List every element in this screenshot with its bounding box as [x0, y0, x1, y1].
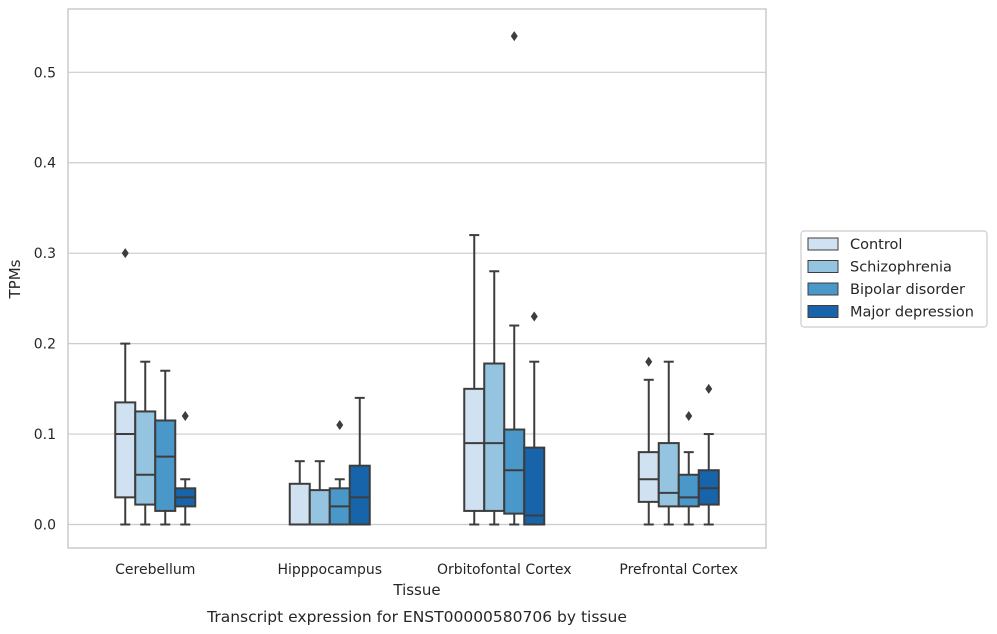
- legend-label: Bipolar disorder: [850, 282, 965, 298]
- box-body: [483, 362, 506, 512]
- box: [657, 360, 680, 526]
- y-tick-label: 0.5: [34, 65, 56, 81]
- outlier-point: [336, 420, 344, 431]
- outlier-point: [685, 410, 693, 421]
- x-tick-label: Prefrontal Cortex: [619, 562, 738, 578]
- box: [328, 420, 351, 526]
- x-axis-label: Tissue: [392, 581, 440, 599]
- box-body: [154, 419, 177, 512]
- y-tick-label: 0.1: [34, 427, 56, 443]
- box: [677, 410, 700, 526]
- x-tick-label: Orbitofontal Cortex: [437, 562, 572, 578]
- x-axis-ticks: Cerebellum Hipppocampus Orbitofontal Corte…: [115, 562, 738, 578]
- legend-item: Schizophrenia: [807, 260, 952, 276]
- legend-item: Control: [807, 237, 902, 253]
- legend-swatch: [807, 305, 839, 318]
- box-body: [463, 387, 486, 512]
- box: [637, 356, 660, 526]
- box: [114, 248, 137, 526]
- box-body: [677, 473, 700, 508]
- x-tick-label: Hipppocampus: [277, 562, 382, 578]
- legend-swatch: [807, 260, 839, 273]
- legend-item: Major depression: [807, 305, 974, 321]
- series-major-depression: [174, 311, 720, 526]
- outlier-point: [121, 248, 129, 259]
- legend-label: Control: [850, 237, 902, 253]
- box: [463, 234, 486, 526]
- box: [697, 383, 720, 526]
- box: [134, 360, 157, 526]
- y-tick-label: 0.2: [34, 337, 56, 353]
- box-body: [114, 401, 137, 499]
- box: [288, 460, 311, 526]
- legend-item: Bipolar disorder: [807, 282, 965, 298]
- y-tick-label: 0.4: [34, 156, 56, 172]
- x-tick-label: Cerebellum: [115, 562, 195, 578]
- legend-label: Schizophrenia: [850, 260, 952, 276]
- box: [523, 311, 546, 526]
- plot-frame: [67, 8, 767, 549]
- legend-label: Major depression: [850, 305, 974, 321]
- outlier-point: [645, 356, 653, 367]
- series-bipolar-disorder: [154, 31, 700, 526]
- series-schizophrenia: [134, 270, 680, 526]
- y-axis-ticks: 0.0 0.1 0.2 0.3 0.4 0.5: [34, 65, 56, 533]
- box-body: [308, 489, 331, 526]
- outlier-point: [705, 383, 713, 394]
- box-body: [657, 442, 680, 508]
- y-axis-label: TPMs: [6, 259, 24, 299]
- box-body: [134, 410, 157, 506]
- box-body: [523, 446, 546, 526]
- legend: Control Schizophrenia Bipolar disorder Majo…: [800, 230, 988, 328]
- outlier-point: [510, 31, 518, 42]
- y-tick-label: 0.3: [34, 246, 56, 262]
- figure-caption: Transcript expression for ENST0000058070…: [206, 608, 627, 626]
- legend-swatch: [807, 282, 839, 296]
- box: [483, 270, 506, 526]
- box-series: [114, 31, 720, 526]
- outlier-point: [181, 410, 189, 421]
- box-body: [637, 451, 660, 503]
- series-control: [114, 234, 660, 526]
- box: [308, 460, 331, 526]
- y-tick-label: 0.0: [34, 517, 56, 533]
- legend-frame: [800, 230, 988, 328]
- box-body: [348, 464, 371, 526]
- box: [174, 410, 197, 526]
- outlier-point: [530, 311, 538, 322]
- box-body: [503, 428, 526, 515]
- box: [154, 369, 177, 526]
- box-body: [288, 482, 311, 526]
- box: [348, 396, 371, 526]
- legend-swatch: [807, 237, 839, 251]
- box: [503, 31, 526, 526]
